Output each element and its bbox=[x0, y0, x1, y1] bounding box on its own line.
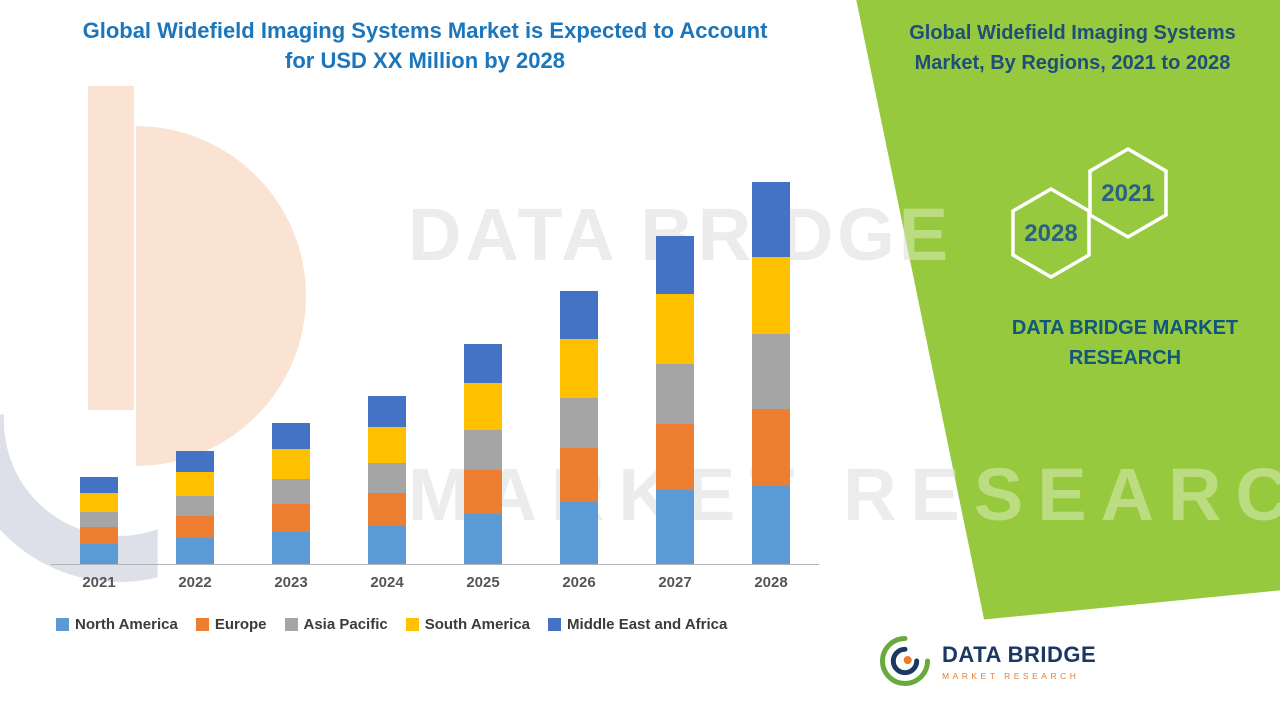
legend-swatch bbox=[548, 618, 562, 631]
legend-swatch bbox=[56, 618, 69, 631]
hexagon-year-back: 2028 bbox=[1024, 220, 1077, 247]
bar-segment-2023-europe bbox=[272, 504, 310, 532]
bar-segment-2024-north-america bbox=[368, 526, 406, 564]
legend-label: North America bbox=[75, 616, 178, 633]
legend-item-north-america: North America bbox=[56, 616, 178, 633]
x-axis-label-2026: 2026 bbox=[562, 574, 596, 591]
legend-label: South America bbox=[424, 616, 531, 633]
legend-item-south-america: South America bbox=[405, 616, 531, 633]
bar-segment-2021-south-america bbox=[80, 493, 118, 512]
bar-segment-2027-middle-east-and-africa bbox=[656, 236, 694, 294]
bar-segment-2023-south-america bbox=[272, 449, 310, 479]
hexagon-2021 bbox=[1088, 146, 1168, 240]
legend-label: Asia Pacific bbox=[303, 616, 388, 633]
bar-segment-2027-south-america bbox=[656, 294, 694, 364]
x-axis-label-2023: 2023 bbox=[274, 574, 308, 591]
bar-segment-2027-north-america bbox=[656, 490, 694, 564]
x-axis-label-2024: 2024 bbox=[370, 574, 404, 591]
bar-2026 bbox=[531, 165, 627, 564]
bar-segment-2023-middle-east-and-africa bbox=[272, 423, 310, 449]
bar-segment-2025-north-america bbox=[464, 514, 502, 564]
bar-segment-2022-asia-pacific bbox=[176, 496, 214, 516]
side-panel-brand-line2: RESEARCH bbox=[1068, 347, 1182, 369]
side-panel-title-line1: Global Widefield Imaging Systems bbox=[909, 22, 1236, 44]
legend-item-europe: Europe bbox=[195, 616, 267, 633]
x-axis-label-2021: 2021 bbox=[82, 574, 116, 591]
legend-label: Middle East and Africa bbox=[567, 616, 728, 633]
legend-swatch bbox=[195, 618, 209, 631]
bar-2028 bbox=[723, 165, 819, 564]
ghost-logo-bar bbox=[88, 86, 134, 410]
footer-logo: DATA BRIDGE MARKET RESEARCH bbox=[878, 634, 1096, 688]
bar-2022 bbox=[147, 165, 243, 564]
footer-logo-tagline: MARKET RESEARCH bbox=[942, 670, 1080, 681]
x-axis-label-2027: 2027 bbox=[658, 574, 692, 591]
bar-segment-2024-europe bbox=[368, 493, 406, 526]
bar-segment-2025-europe bbox=[464, 470, 502, 514]
x-axis-labels: 2021 2022 2023 2024 2025 2026 2027 2028 bbox=[51, 574, 819, 591]
page-title: Global Widefield Imaging Systems Market … bbox=[30, 16, 820, 76]
stacked-bar-plot bbox=[51, 165, 819, 565]
bar-segment-2022-north-america bbox=[176, 538, 214, 564]
bar-2023 bbox=[243, 165, 339, 564]
bar-segment-2023-asia-pacific bbox=[272, 479, 310, 504]
bar-segment-2028-europe bbox=[752, 409, 790, 486]
bar-2025 bbox=[435, 165, 531, 564]
legend-item-asia-pacific: Asia Pacific bbox=[284, 616, 388, 633]
page-title-line1: Global Widefield Imaging Systems Market … bbox=[82, 18, 768, 43]
bar-segment-2026-north-america bbox=[560, 502, 598, 564]
bar-segment-2028-asia-pacific bbox=[752, 334, 790, 409]
x-axis-label-2025: 2025 bbox=[466, 574, 500, 591]
bar-segment-2021-europe bbox=[80, 527, 118, 544]
chart-legend: North America Europe Asia Pacific South Ame… bbox=[56, 616, 727, 633]
legend-label: Europe bbox=[214, 616, 267, 633]
bar-segment-2024-south-america bbox=[368, 427, 406, 463]
bar-segment-2022-europe bbox=[176, 516, 214, 538]
side-panel-brand-line1: DATA BRIDGE MARKET bbox=[1011, 317, 1239, 339]
bar-segment-2028-south-america bbox=[752, 257, 790, 334]
side-panel-title: Global Widefield Imaging Systems Market,… bbox=[875, 18, 1270, 78]
bar-segment-2028-middle-east-and-africa bbox=[752, 182, 790, 257]
bar-segment-2028-north-america bbox=[752, 486, 790, 564]
bar-segment-2021-middle-east-and-africa bbox=[80, 477, 118, 493]
page-title-line2: for USD XX Million by 2028 bbox=[285, 48, 565, 73]
bar-segment-2024-middle-east-and-africa bbox=[368, 396, 406, 427]
bar-segment-2024-asia-pacific bbox=[368, 463, 406, 493]
x-axis-label-2022: 2022 bbox=[178, 574, 212, 591]
legend-item-middle-east-and-africa: Middle East and Africa bbox=[548, 616, 727, 633]
hexagon-year-front: 2021 bbox=[1101, 180, 1154, 207]
bar-segment-2025-south-america bbox=[464, 383, 502, 430]
legend-swatch bbox=[405, 618, 419, 631]
legend-swatch bbox=[284, 618, 298, 631]
bar-segment-2022-middle-east-and-africa bbox=[176, 451, 214, 472]
bar-segment-2025-asia-pacific bbox=[464, 430, 502, 470]
bar-segment-2027-europe bbox=[656, 424, 694, 490]
x-axis-label-2028: 2028 bbox=[754, 574, 788, 591]
bar-segment-2021-asia-pacific bbox=[80, 512, 118, 527]
bar-segment-2021-north-america bbox=[80, 544, 118, 564]
bar-segment-2026-europe bbox=[560, 448, 598, 502]
bar-segment-2026-asia-pacific bbox=[560, 398, 598, 448]
bar-segment-2026-middle-east-and-africa bbox=[560, 291, 598, 339]
year-hexagons: 2028 2021 bbox=[1011, 146, 1168, 280]
bar-segment-2023-north-america bbox=[272, 532, 310, 564]
side-panel-title-line2: Market, By Regions, 2021 to 2028 bbox=[914, 52, 1231, 74]
bar-2027 bbox=[627, 165, 723, 564]
bar-2021 bbox=[51, 165, 147, 564]
bar-segment-2026-south-america bbox=[560, 339, 598, 398]
side-panel-brand: DATA BRIDGE MARKET RESEARCH bbox=[930, 313, 1280, 373]
data-bridge-logo-icon bbox=[880, 636, 930, 686]
bar-segment-2027-asia-pacific bbox=[656, 364, 694, 424]
bar-segment-2025-middle-east-and-africa bbox=[464, 344, 502, 383]
bar-2024 bbox=[339, 165, 435, 564]
bar-segment-2022-south-america bbox=[176, 472, 214, 496]
footer-logo-brand: DATA BRIDGE bbox=[942, 641, 1097, 667]
